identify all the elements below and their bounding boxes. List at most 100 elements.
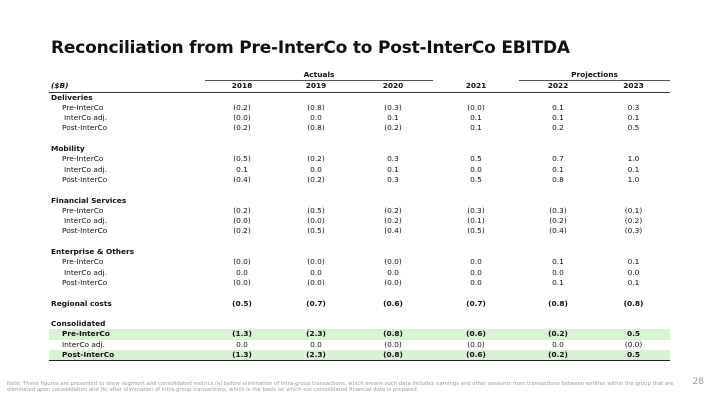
value-cell: 0.5 <box>597 329 670 340</box>
value-cell: 0.5 <box>470 174 482 184</box>
section-header-row: Consolidated <box>49 319 670 329</box>
value-cell: 0.2 <box>552 123 564 133</box>
value-cell: (0.8) <box>307 123 325 133</box>
value-cell: (0.4) <box>549 226 567 236</box>
value-cell: (0.8) <box>548 298 568 308</box>
value-cell: (0.3) <box>384 102 402 112</box>
year-header: 2023 <box>597 80 670 93</box>
value-cell: 0.0 <box>310 113 322 123</box>
value-cell: (0.6) <box>433 350 519 362</box>
value-cell: 0.0 <box>236 339 248 349</box>
section-title: Financial Services <box>51 195 127 205</box>
value-cell: 0.1 <box>627 277 640 287</box>
value-cell: 0.0 <box>552 339 564 349</box>
table-row: InterCo adj. 0.0 0.0 0.0 0.0 0.0 0.0 <box>49 268 670 278</box>
value-cell: (2.3) <box>279 329 353 340</box>
row-label: Pre-InterCo <box>62 102 104 112</box>
row-label: Regional costs <box>51 298 112 308</box>
value-cell: (0.3) <box>624 226 643 236</box>
value-cell: (0.2) <box>307 174 325 184</box>
value-cell: 0.5 <box>627 123 640 133</box>
projections-group-header: Projections <box>519 70 670 82</box>
year-header-row: ($B) 2018 2019 2020 2021 2022 2023 <box>49 80 670 93</box>
value-cell: 0.1 <box>387 164 399 174</box>
value-cell: (0.5) <box>467 226 485 236</box>
value-cell: 1.0 <box>627 154 640 164</box>
table-row: Post-InterCo (0.4) (0.2) 0.3 0.5 0.8 1.0 <box>49 175 670 185</box>
column-group-header-row: Actuals Projections <box>49 70 670 82</box>
row-label: InterCo adj. <box>64 164 108 174</box>
value-cell: 0.0 <box>310 267 322 277</box>
row-label: InterCo adj. <box>62 339 106 349</box>
value-cell: (0.0) <box>467 339 485 349</box>
table-row: Pre-InterCo (0.0) (0.0) (0.0) 0.0 0.1 0.1 <box>49 257 670 267</box>
value-cell: (0.0) <box>233 257 251 267</box>
year-header: 2022 <box>519 80 597 93</box>
value-cell: (0.4) <box>384 226 402 236</box>
value-cell: (0.0) <box>307 277 325 287</box>
value-cell: 0.1 <box>552 164 564 174</box>
spacer-row <box>49 237 670 247</box>
unit-label: ($B) <box>49 80 205 93</box>
section-header-row: Mobility <box>49 144 670 154</box>
value-cell: 0.1 <box>552 277 564 287</box>
value-cell: 0.0 <box>470 277 482 287</box>
value-cell: 0.1 <box>470 113 482 123</box>
spacer-row <box>49 288 670 298</box>
spacer-row <box>49 134 670 144</box>
row-label: InterCo adj. <box>64 216 108 226</box>
row-label: Pre-InterCo <box>49 329 205 340</box>
value-cell: 0.0 <box>627 267 640 277</box>
table-row: Pre-InterCo (0.2) (0.8) (0.3) (0.0) 0.1 0.3 <box>49 103 670 113</box>
section-title: Mobility <box>51 144 85 154</box>
value-cell: (0.2) <box>384 216 402 226</box>
value-cell: 0.1 <box>627 164 640 174</box>
value-cell: (0.3) <box>549 205 567 215</box>
section-title: Deliveries <box>51 92 93 102</box>
value-cell: (0.8) <box>623 298 644 308</box>
table-row: InterCo adj. (0.0) 0.0 0.1 0.1 0.1 0.1 <box>49 113 670 123</box>
value-cell: (0.5) <box>307 226 325 236</box>
value-cell: (0.1) <box>467 216 485 226</box>
row-label: Post-InterCo <box>62 123 108 133</box>
value-cell: (0.0) <box>233 216 251 226</box>
section-title: Enterprise & Others <box>51 247 135 257</box>
table-row: InterCo adj. 0.1 0.0 0.1 0.0 0.1 0.1 <box>49 165 670 175</box>
ebitda-reconciliation-table: Actuals Projections ($B) 2018 2019 2020 … <box>49 70 670 362</box>
year-header: 2021 <box>433 80 519 93</box>
footnote: Note: These figures are presented to sho… <box>7 381 674 394</box>
row-label: Pre-InterCo <box>62 154 104 164</box>
table-row: Pre-InterCo (0.5) (0.2) 0.3 0.5 0.7 1.0 <box>49 154 670 164</box>
value-cell: 0.1 <box>627 113 640 123</box>
value-cell: (0.5) <box>232 298 252 308</box>
page-number: 28 <box>692 377 704 387</box>
value-cell: (0.4) <box>233 174 251 184</box>
value-cell: (0.0) <box>384 339 402 349</box>
table-row: Post-InterCo (0.2) (0.5) (0.4) (0.5) (0.4) (0.… <box>49 226 670 236</box>
value-cell: 1.0 <box>627 174 640 184</box>
value-cell: (1.3) <box>205 329 279 340</box>
value-cell: (0.7) <box>466 298 486 308</box>
value-cell: (0.6) <box>383 298 403 308</box>
value-cell: 0.1 <box>552 113 564 123</box>
section-title: Consolidated <box>51 319 106 329</box>
regional-costs-row: Regional costs (0.5) (0.7) (0.6) (0.7) (0.8) (… <box>49 299 670 309</box>
table-row: Post-InterCo (0.2) (0.8) (0.2) 0.1 0.2 0.5 <box>49 123 670 133</box>
value-cell: 0.0 <box>470 267 482 277</box>
row-label: Post-InterCo <box>49 350 205 362</box>
value-cell: (0.6) <box>433 329 519 340</box>
value-cell: 0.1 <box>236 164 248 174</box>
table-row: Post-InterCo (0.0) (0.0) (0.0) 0.0 0.1 0.1 <box>49 278 670 288</box>
value-cell: (0.0) <box>624 339 643 349</box>
row-label: Post-InterCo <box>62 174 108 184</box>
value-cell: 0.0 <box>470 164 482 174</box>
value-cell: 0.1 <box>552 102 564 112</box>
actuals-group-header: Actuals <box>205 70 433 82</box>
value-cell: 0.1 <box>387 113 399 123</box>
value-cell: (0.2) <box>519 350 597 362</box>
value-cell: 0.1 <box>627 257 640 267</box>
row-label: Post-InterCo <box>62 277 108 287</box>
value-cell: 0.7 <box>552 154 564 164</box>
year-header: 2020 <box>353 80 433 93</box>
value-cell: (0.8) <box>353 329 433 340</box>
